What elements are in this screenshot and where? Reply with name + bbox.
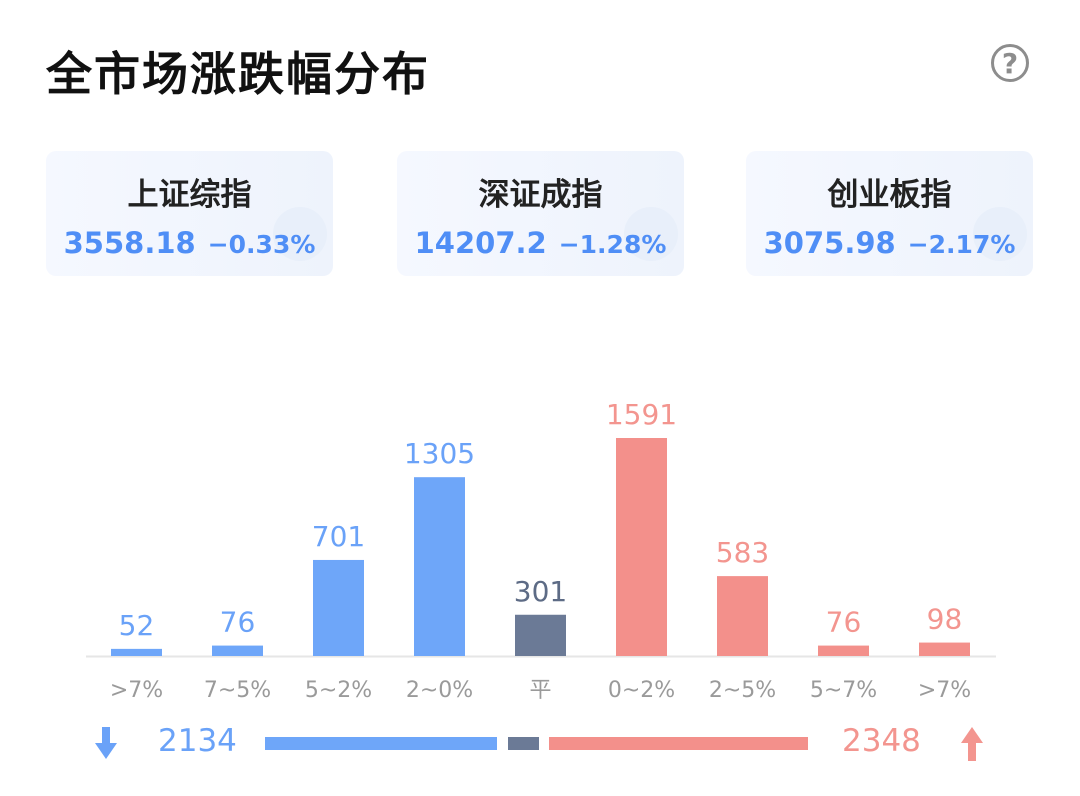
card-decoration [273,207,327,261]
bar-value-label: 1305 [404,437,475,470]
x-tick-label: 2~5% [709,678,776,703]
x-tick-label: 2~0% [406,678,473,703]
index-name: 深证成指 [478,177,603,213]
down-ratio-bar [265,737,497,750]
bar-2[interactable] [313,559,364,656]
index-card-shanghai[interactable]: 上证综指 3558.18 −0.33% [46,151,333,276]
bar-value-label: 701 [312,520,365,553]
index-value: 3075.98 [763,226,896,260]
bar-value-label: 76 [826,606,862,639]
distribution-chart: 52 >7% 76 7~5% 701 5~2% 1305 2~0% 301 平 1591 0~2% 58… [86,398,996,703]
index-name: 创业板指 [827,177,952,213]
index-value: 14207.2 [414,226,547,260]
bar-1[interactable] [212,645,263,656]
bar-value-label: 52 [119,609,155,642]
card-decoration [624,207,678,261]
index-name: 上证综指 [127,177,252,213]
page-title: 全市场涨跌幅分布 [46,47,430,101]
bar-0[interactable] [111,648,162,656]
bar-7[interactable] [818,645,869,656]
index-card-chinext[interactable]: 创业板指 3075.98 −2.17% [746,151,1033,276]
index-change: −1.28% [558,230,667,259]
bar-value-label: 583 [716,536,769,569]
bar-4[interactable] [515,614,566,656]
x-tick-label: 5~7% [810,678,877,703]
index-card-shenzhen[interactable]: 深证成指 14207.2 −1.28% [397,151,684,276]
up-arrow-icon [961,727,983,761]
bar-value-label: 301 [514,575,567,608]
up-ratio-bar [549,737,808,750]
index-change: −0.33% [207,230,316,259]
help-icon[interactable]: ? [991,44,1029,82]
index-change: −2.17% [907,230,1016,259]
bar-value-label: 1591 [606,398,677,431]
bar-value-label: 98 [927,603,963,636]
x-tick-label: 平 [529,678,551,703]
bar-value-label: 76 [220,606,256,639]
x-tick-label: >7% [110,678,163,703]
x-tick-label: >7% [918,678,971,703]
card-decoration [973,207,1027,261]
bar-6[interactable] [717,576,768,656]
index-value: 3558.18 [63,226,196,260]
down-arrow-icon [95,727,117,759]
x-tick-label: 5~2% [305,678,372,703]
flat-ratio-bar [508,737,539,750]
bar-3[interactable] [414,477,465,656]
summary-bar: 2134 2348 [0,715,1080,775]
bar-8[interactable] [919,642,970,656]
x-tick-label: 0~2% [608,678,675,703]
down-count: 2134 [158,723,237,759]
up-count: 2348 [842,723,921,759]
bar-5[interactable] [616,438,667,656]
x-tick-label: 7~5% [204,678,271,703]
